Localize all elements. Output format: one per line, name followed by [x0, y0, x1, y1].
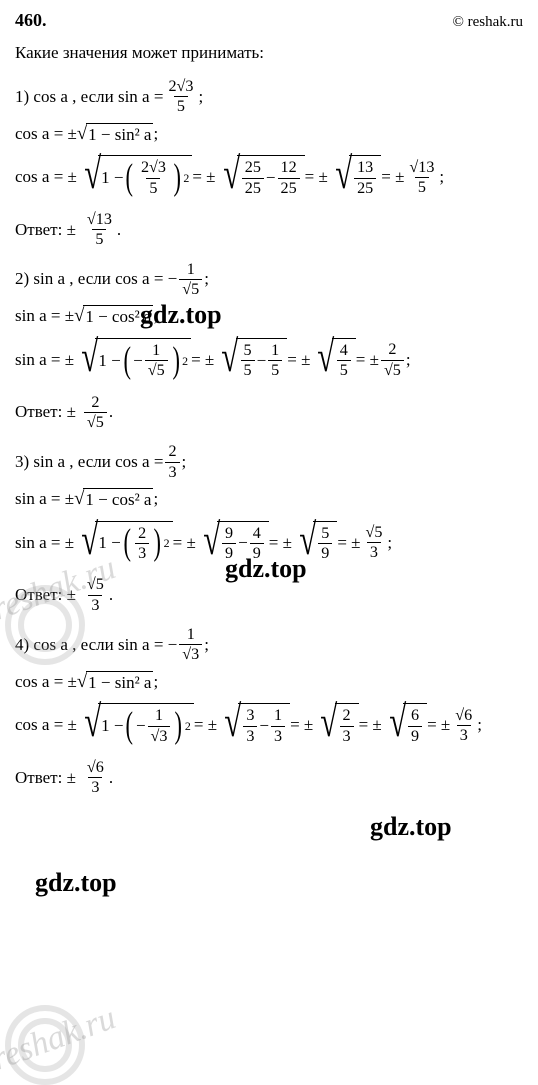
p1-calc: cos a = ± √ 1 − (2√35)2 = ± √ 2525 − 122…: [15, 155, 523, 200]
eq: = ±: [427, 715, 450, 735]
p4-calc: cos a = ± √ 1 − (−1√3)2 = ± √ 33 − 13 = …: [15, 703, 523, 748]
p2-answer: Ответ: ± 2√5 .: [15, 393, 523, 433]
eq: = ±: [192, 167, 215, 187]
watermark-circle: [18, 1018, 72, 1072]
p2-identity: sin a = ± 1 − cos² a ;: [15, 305, 523, 327]
watermark-reshak: reshak.ru: [0, 999, 121, 1079]
p1-answer: Ответ: ± √135 .: [15, 210, 523, 250]
problem-number: 460.: [15, 10, 47, 31]
p3-label: 3) sin a , если cos a =: [15, 452, 163, 472]
eq: = ±: [194, 715, 217, 735]
p2-label: 2) sin a , если cos a = −: [15, 269, 177, 289]
header: 460. © reshak.ru: [15, 10, 523, 31]
semicolon: ;: [198, 87, 203, 107]
eq: = ±: [305, 167, 328, 187]
p3-calc: sin a = ± √ 1 − (23)2 = ± √ 99 − 49 = ± …: [15, 521, 523, 566]
p4-given: 4) cos a , если sin a = − 1√3 ;: [15, 625, 523, 665]
eq: = ±: [173, 533, 196, 553]
period: .: [109, 585, 113, 605]
bigsqrt: √ 2525 − 1225: [216, 155, 305, 200]
eq: = ±: [269, 533, 292, 553]
sqrt: 1 − sin² a: [77, 123, 154, 145]
p1-label: 1) cos a , если sin a =: [15, 87, 163, 107]
p4-identity: cos a = ± 1 − sin² a ;: [15, 671, 523, 693]
p1-given: 1) cos a , если sin a = 2√3 5 ;: [15, 77, 523, 117]
radicand: 1 − sin² a: [86, 123, 153, 145]
text: cos a = ±: [15, 124, 77, 144]
answer-label: Ответ: ±: [15, 220, 76, 240]
eq: = ±: [287, 350, 310, 370]
den: 5: [174, 96, 188, 116]
semicolon: ;: [387, 533, 392, 553]
p4-answer: Ответ: ± √63 .: [15, 758, 523, 798]
text: sin a = ±: [15, 306, 74, 326]
semicolon: ;: [439, 167, 444, 187]
watermark-gdz: gdz.top: [370, 812, 452, 842]
watermark-circle: [5, 1005, 85, 1085]
p3-given: 3) sin a , если cos a = 23 ;: [15, 442, 523, 482]
prompt: Какие значения может принимать:: [15, 43, 523, 63]
eq: = ±: [356, 350, 379, 370]
semicolon: ;: [477, 715, 482, 735]
eq: = ±: [191, 350, 214, 370]
p1-identity: cos a = ± 1 − sin² a ;: [15, 123, 523, 145]
period: .: [109, 768, 113, 788]
semicolon: ;: [204, 635, 209, 655]
p3-identity: sin a = ± 1 − cos² a ;: [15, 488, 523, 510]
num: 2√3: [165, 77, 196, 96]
site-credit: © reshak.ru: [452, 14, 523, 31]
frac: 2√3 5: [165, 77, 196, 117]
semicolon: ;: [153, 124, 158, 144]
semicolon: ;: [153, 306, 158, 326]
bigsqrt: √ 1 − (2√35)2: [77, 155, 192, 200]
eq: = ±: [290, 715, 313, 735]
semicolon: ;: [406, 350, 411, 370]
semicolon: ;: [182, 452, 187, 472]
prefix: cos a = ±: [15, 167, 77, 187]
p4-label: 4) cos a , если sin a = −: [15, 635, 177, 655]
eq: = ±: [359, 715, 382, 735]
eq: = ±: [337, 533, 360, 553]
p2-given: 2) sin a , если cos a = − 1√5 ;: [15, 260, 523, 300]
period: .: [117, 220, 121, 240]
eq: = ±: [381, 167, 404, 187]
semicolon: ;: [153, 489, 158, 509]
p3-answer: Ответ: ± √53 .: [15, 575, 523, 615]
period: .: [109, 402, 113, 422]
semicolon: ;: [153, 672, 158, 692]
p2-calc: sin a = ± √ 1 − (−1√5)2 = ± √ 55 − 15 = …: [15, 338, 523, 383]
semicolon: ;: [204, 269, 209, 289]
bigsqrt: √ 1325: [328, 155, 381, 200]
prefix: sin a = ±: [15, 350, 74, 370]
watermark-gdz: gdz.top: [35, 868, 117, 898]
